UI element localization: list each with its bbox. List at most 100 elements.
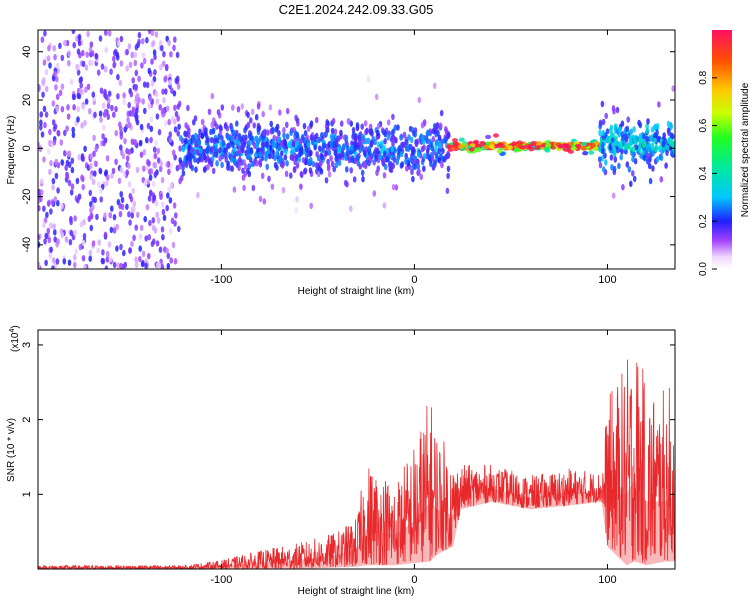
spectrogram-cell (147, 195, 152, 202)
spectrogram-cell (181, 170, 186, 177)
spectrogram-cell (197, 140, 202, 147)
spectrogram-cell (160, 176, 165, 184)
spectrogram-cell (373, 138, 377, 145)
spectrogram-cell (46, 148, 51, 155)
spectrogram-cell (609, 127, 613, 134)
spectrogram-cell (354, 141, 358, 149)
spectrogram-cell (401, 141, 405, 148)
spectrogram-cell (68, 239, 73, 246)
spectrogram-cell (372, 190, 377, 197)
spectrogram-cell (275, 164, 279, 171)
spectrogram-cell (247, 132, 252, 139)
spectrogram-cell (153, 227, 158, 234)
spectrogram-cell (220, 104, 225, 111)
spectrogram-cell (260, 154, 265, 162)
spectrogram-cell (638, 121, 643, 129)
spectrogram-cell (78, 244, 83, 251)
spectrogram-cell (645, 144, 650, 151)
spectrogram-cell (657, 101, 661, 108)
spectrogram-cell (489, 141, 496, 146)
spectrogram-cell (43, 121, 47, 129)
spectrogram-cell (311, 160, 316, 168)
spectrogram-cell (100, 257, 105, 265)
spectrogram-cell (161, 107, 166, 115)
spectrogram-cell (49, 246, 53, 253)
spectrogram-cell (250, 108, 255, 116)
spectrogram-cell (83, 145, 87, 152)
spectrogram-cell (339, 120, 344, 127)
spectrogram-cell (51, 257, 56, 264)
spectrogram-cell (66, 113, 71, 120)
spectrogram-cell (69, 78, 74, 86)
spectrogram-cell (285, 107, 290, 115)
spectrogram-cell (427, 153, 431, 160)
x-tick-label: 100 (598, 274, 616, 286)
spectrogram-cell (67, 259, 72, 266)
spectrogram-cell (669, 138, 674, 145)
spectrogram-cell (251, 184, 256, 192)
spectrogram-cell (158, 104, 162, 111)
spectrogram-cell (329, 133, 334, 140)
spectrogram-cell (154, 200, 159, 207)
spectrogram-cell (54, 172, 59, 180)
spectrogram-cell (194, 166, 198, 173)
spectrogram-cell (56, 200, 60, 207)
spectrogram-cell (437, 134, 442, 141)
spectrogram-cell (232, 186, 237, 193)
spectrogram-cell (88, 189, 93, 197)
spectrogram-cell (71, 126, 75, 134)
y-tick-label: -20 (21, 189, 33, 205)
spectrogram-cell (237, 164, 241, 172)
spectrogram-cell (51, 100, 56, 107)
spectrogram-cell (424, 134, 429, 142)
spectrogram-cell (161, 234, 165, 241)
spectrogram-cell (69, 218, 73, 226)
spectrogram-cell (376, 165, 381, 172)
spectrogram-cell (148, 219, 152, 227)
spectrogram-cell (98, 110, 103, 117)
spectrogram-cell (374, 93, 379, 101)
x-tick-label: 100 (598, 574, 616, 586)
spectrogram-cell (130, 212, 134, 219)
spectrogram-cell (139, 123, 144, 131)
spectrogram-cell (71, 30, 76, 35)
spectrogram-cell (300, 171, 304, 178)
spectrogram-cell (55, 258, 60, 265)
spectrogram-cell (60, 159, 64, 166)
spectrogram-cell (309, 134, 314, 141)
spectrogram-cell (127, 211, 131, 218)
spectrogram-cell (66, 104, 70, 111)
spectrogram-cell (128, 247, 132, 254)
spectrogram-cell (246, 121, 251, 128)
spectrogram-cell (513, 148, 520, 153)
spectrogram-cell (409, 136, 414, 143)
spectrogram-cell (240, 139, 245, 147)
spectrogram-cell (54, 84, 58, 91)
spectrogram-cell (374, 154, 379, 162)
spectrogram-cell (457, 144, 464, 149)
spectrogram-cell (73, 229, 77, 236)
spectrogram-cell (246, 111, 250, 119)
spectrogram-cell (122, 170, 127, 177)
spectrogram-cell (645, 123, 649, 130)
spectrogram-cell (196, 133, 201, 141)
spectrogram-cell (94, 145, 98, 153)
spectrogram-cell (349, 144, 354, 151)
spectrogram-cell (177, 100, 182, 108)
spectrogram-cell (291, 141, 296, 148)
spectrogram-cell (376, 141, 381, 148)
spectrogram-cell (39, 119, 43, 126)
spectrogram-cell (41, 91, 45, 98)
spectrogram-cell (141, 98, 145, 105)
spectrogram-cell (648, 177, 653, 185)
colorbar-tick-label: 0.4 (698, 166, 709, 180)
spectrogram-cell (59, 139, 64, 146)
spectrogram-cell (52, 45, 56, 52)
spectrogram-cell (391, 183, 396, 191)
spectrogram-cell (536, 141, 543, 146)
spectrogram-cell (645, 135, 649, 143)
spectrogram-cell (84, 98, 89, 105)
spectrogram-cell (659, 176, 664, 183)
spectrogram-cell (184, 143, 189, 150)
spectrogram-cell (360, 123, 365, 130)
